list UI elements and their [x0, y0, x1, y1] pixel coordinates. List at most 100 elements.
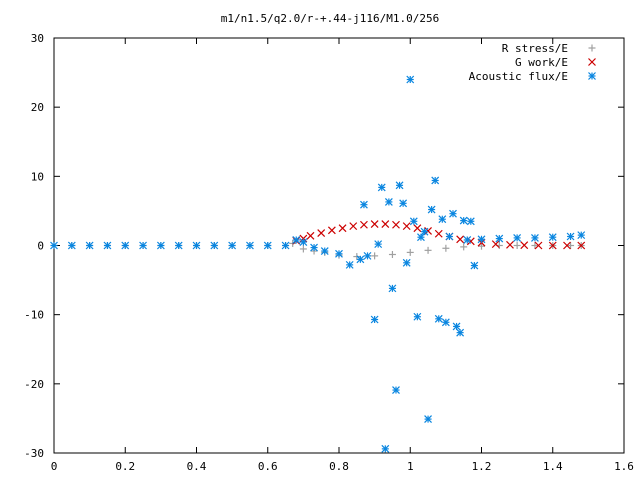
legend-marker [588, 58, 596, 66]
data-point [317, 229, 326, 237]
data-point [228, 241, 237, 250]
data-point [445, 232, 454, 241]
data-point [413, 312, 422, 321]
data-point [531, 242, 539, 249]
data-point [434, 229, 443, 238]
data-point [349, 222, 358, 231]
data-point [470, 261, 479, 270]
data-point [381, 220, 390, 228]
data-point [246, 241, 254, 250]
data-point [427, 205, 436, 214]
data-point [156, 241, 165, 250]
data-point [438, 215, 447, 224]
data-point [174, 241, 183, 250]
data-point [370, 315, 379, 324]
x-tick-label: 0.4 [187, 460, 207, 473]
data-point [371, 252, 379, 260]
data-point [192, 241, 201, 250]
data-point [374, 240, 383, 249]
data-point [424, 246, 432, 254]
data-point [409, 217, 418, 226]
series-0 [50, 239, 585, 261]
data-point [360, 220, 368, 229]
data-point [495, 234, 504, 243]
y-tick-label: 30 [31, 32, 44, 45]
data-point [139, 241, 147, 250]
data-point [377, 183, 386, 192]
axes: 0 0.2 0.4 0.6 0.8 1 1.2 1.4 1.6 -30 -20 -10 0 10 20 30 [24, 32, 634, 473]
data-point [103, 241, 112, 250]
data-point [434, 314, 443, 323]
data-point [460, 243, 468, 251]
x-tick-label: 1.6 [614, 460, 634, 473]
data-point [491, 240, 500, 249]
data-point [566, 232, 575, 241]
data-point [513, 233, 522, 242]
data-point [441, 318, 450, 327]
x-tick-label: 0.8 [329, 460, 349, 473]
data-point [388, 250, 396, 258]
data-point [442, 244, 450, 252]
series-2 [50, 75, 586, 453]
data-point [360, 200, 368, 209]
x-tick-label: 0.6 [258, 460, 278, 473]
y-tick-label: -20 [24, 378, 44, 391]
x-tick-label: 1 [407, 460, 414, 473]
data-point [370, 220, 379, 228]
data-point [563, 241, 571, 250]
legend-label: Acoustic flux/E [469, 70, 568, 83]
data-point [466, 217, 475, 226]
data-point [384, 198, 393, 206]
data-point [327, 226, 336, 235]
data-point [299, 245, 307, 253]
data-point [577, 231, 586, 240]
data-point [310, 243, 318, 252]
data-point [534, 241, 543, 250]
data-point [67, 241, 76, 250]
data-point [567, 242, 575, 249]
data-point [363, 251, 372, 260]
data-point [345, 260, 354, 269]
data-point [399, 199, 408, 208]
legend-marker [588, 72, 596, 80]
data-point [431, 176, 440, 185]
data-point [577, 241, 586, 250]
y-tick-label: 20 [31, 101, 44, 114]
data-point [424, 415, 432, 424]
data-point [263, 241, 272, 250]
data-point [210, 241, 219, 250]
data-point [381, 444, 390, 453]
chart-title: m1/n1.5/q2.0/r-+.44-j116/M1.0/256 [221, 12, 440, 25]
legend-label: G work/E [515, 56, 568, 69]
data-point [335, 249, 343, 258]
data-point [478, 242, 485, 250]
data-point [417, 233, 425, 242]
y-tick-label: -30 [24, 447, 44, 460]
data-point [463, 236, 472, 244]
data-point [388, 284, 397, 293]
data-point [531, 233, 539, 242]
y-tick-label: 0 [37, 240, 44, 253]
data-point [281, 241, 290, 250]
data-point [449, 209, 457, 218]
data-point [392, 220, 400, 229]
data-marks [50, 75, 586, 453]
legend-label: R stress/E [502, 42, 568, 55]
y-tick-label: -10 [24, 309, 44, 322]
data-point [395, 181, 404, 190]
data-point [121, 241, 130, 250]
data-point [506, 240, 514, 249]
x-tick-label: 1.4 [543, 460, 563, 473]
data-point [406, 75, 415, 84]
data-point [320, 247, 329, 255]
data-point [306, 231, 315, 240]
data-point [456, 235, 465, 244]
series-1 [292, 220, 586, 250]
data-point [50, 241, 58, 250]
data-point [420, 227, 429, 236]
data-point [402, 222, 411, 231]
data-point [548, 233, 557, 242]
y-tick-label: 10 [31, 170, 44, 183]
